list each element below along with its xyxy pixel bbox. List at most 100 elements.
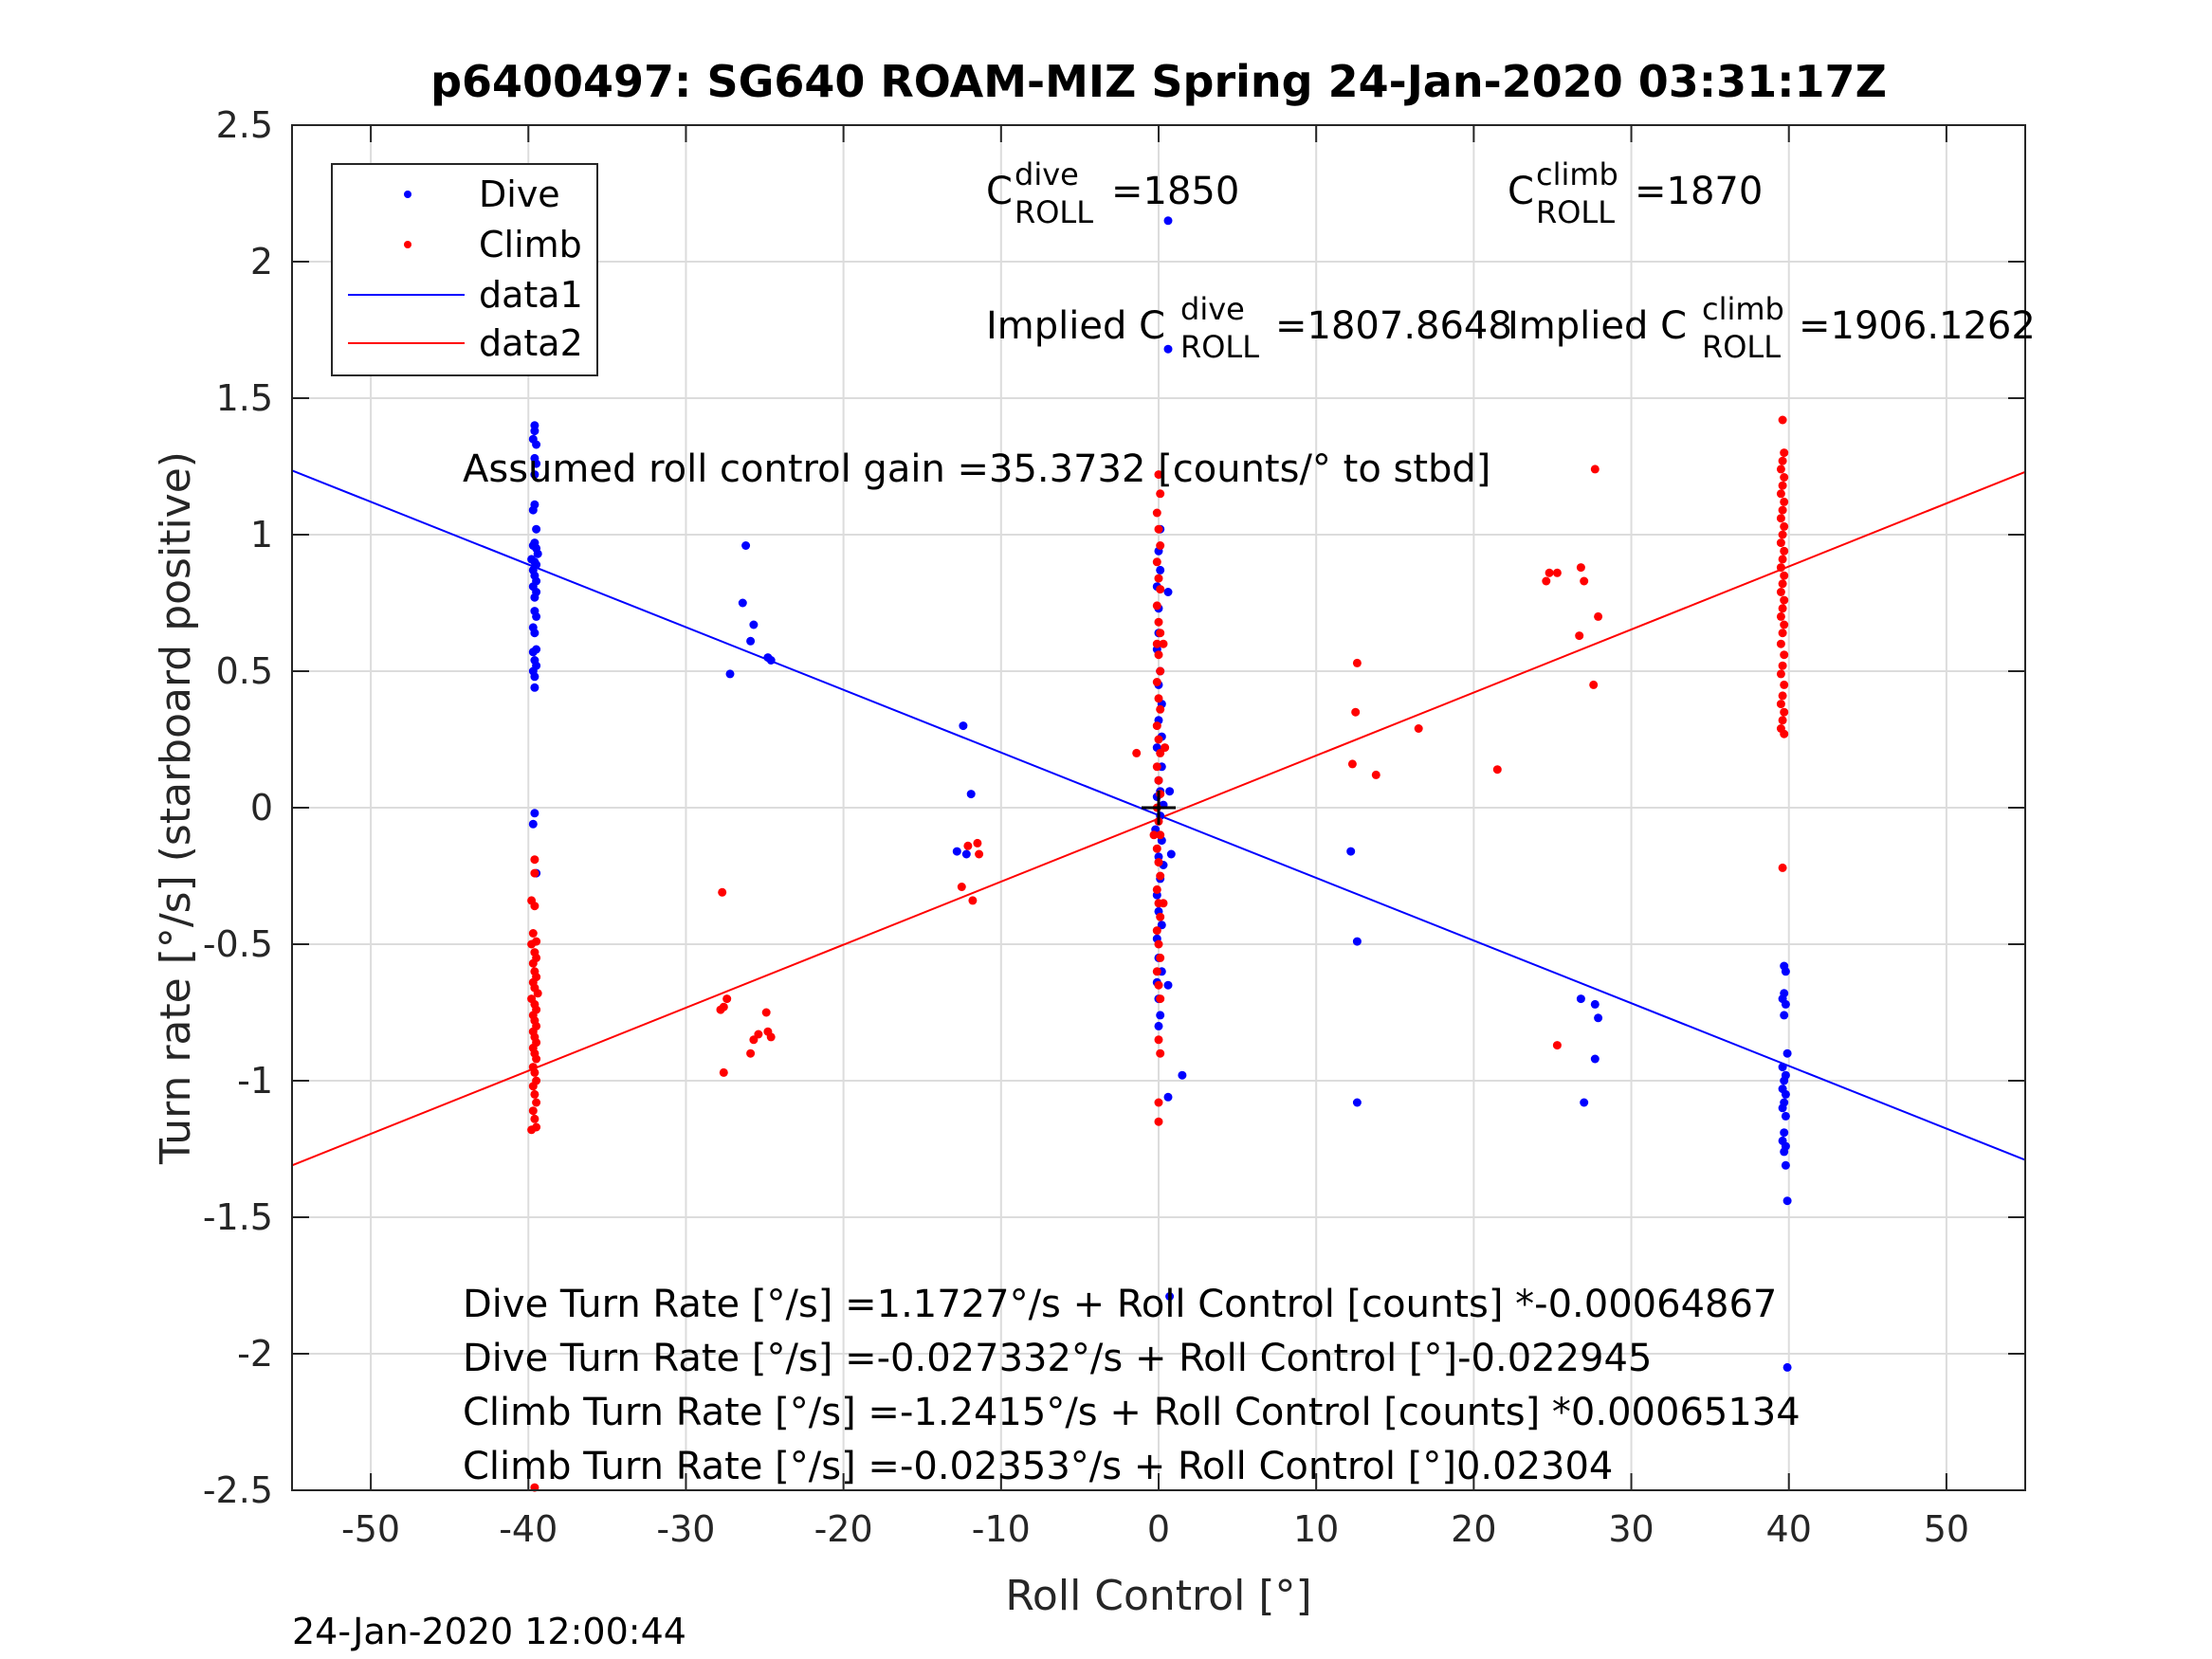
climb-point: [1776, 465, 1785, 474]
climb-point: [1776, 514, 1785, 523]
climb-point: [1780, 497, 1789, 506]
climb-point: [1152, 762, 1161, 772]
x-tick-label: 50: [1924, 1508, 1969, 1550]
climb-point: [530, 1067, 539, 1077]
climb-point: [1154, 694, 1163, 703]
climb-point: [1776, 611, 1785, 621]
climb-point: [532, 1098, 541, 1107]
dive-point: [1156, 1011, 1165, 1020]
dive-point: [528, 819, 538, 829]
climb-point: [1156, 585, 1165, 594]
climb-point: [530, 902, 539, 911]
climb-point: [1552, 568, 1562, 577]
dive-point: [1594, 1013, 1603, 1023]
dive-point: [1780, 1011, 1789, 1020]
climb-point: [1149, 830, 1159, 840]
annotation-implied-dive-sub: ROLL: [1180, 329, 1259, 365]
climb-point: [973, 838, 982, 848]
climb-point: [1780, 650, 1789, 660]
annotation-implied-dive-value: =1807.8648: [1275, 304, 1512, 348]
climb-point: [968, 896, 978, 905]
dive-point: [741, 541, 751, 550]
climb-point: [1545, 568, 1554, 577]
dive-point: [530, 809, 539, 818]
climb-point: [1154, 524, 1163, 534]
dive-point: [1590, 1054, 1600, 1064]
dive-point: [528, 505, 538, 515]
dive-point: [1781, 967, 1790, 976]
climb-point: [1780, 620, 1789, 629]
dive-point: [1163, 588, 1173, 596]
dive-point: [1163, 980, 1173, 990]
fit-equation-dive-degrees: Dive Turn Rate [°/s] =-0.027332°/s + Rol…: [463, 1337, 1652, 1380]
dive-point: [725, 669, 735, 679]
climb-point: [761, 1008, 771, 1017]
dive-point: [532, 524, 541, 534]
annotation-implied-climb-prefix: Implied C: [1508, 304, 1687, 348]
dive-point: [530, 629, 539, 638]
x-tick-label: -50: [341, 1508, 400, 1550]
figure-timestamp: 24-Jan-2020 12:00:44: [292, 1611, 686, 1652]
dive-point: [1346, 847, 1356, 856]
legend-label-data2: data2: [479, 322, 583, 364]
climb-point: [1594, 611, 1603, 621]
climb-point: [1156, 1048, 1165, 1058]
dive-point: [1352, 937, 1362, 946]
dive-point: [738, 598, 747, 608]
dive-point: [966, 790, 976, 799]
climb-point: [719, 1067, 728, 1077]
tick-labels: -50 -40 -30 -20 -10 0 10 20 30 40 50-2.5-2-1.5-1-0…: [203, 104, 1969, 1550]
annotation-c-climb: C climb ROLL =1870: [1508, 156, 1763, 230]
annotation-c-dive: C dive ROLL =1850: [986, 156, 1239, 230]
x-tick-label: 20: [1451, 1508, 1496, 1550]
annotation-c-climb-sub: ROLL: [1536, 194, 1615, 230]
climb-point: [1780, 571, 1789, 580]
climb-point: [1156, 871, 1165, 881]
climb-point: [1778, 456, 1787, 465]
climb-point: [1152, 926, 1161, 936]
climb-point: [1580, 576, 1589, 586]
dive-point: [1163, 1092, 1173, 1102]
legend-marker-climb: [404, 241, 411, 248]
y-tick-label: 2.5: [216, 104, 273, 146]
climb-point: [530, 855, 539, 865]
dive-point: [1165, 787, 1175, 796]
climb-point: [1776, 538, 1785, 548]
fit-equation-climb-counts: Climb Turn Rate [°/s] =-1.2415°/s + Roll…: [463, 1391, 1801, 1434]
climb-point: [1780, 707, 1789, 717]
climb-point: [1780, 680, 1789, 689]
climb-point: [1371, 770, 1380, 779]
dive-point: [1580, 1098, 1589, 1107]
dive-point: [749, 620, 759, 629]
y-tick-label: 0: [250, 787, 273, 829]
x-tick-label: 40: [1766, 1508, 1812, 1550]
y-tick-label: -1.5: [203, 1196, 273, 1238]
climb-point: [1152, 721, 1161, 731]
climb-point: [1778, 555, 1787, 564]
climb-point: [1156, 830, 1165, 840]
climb-point: [1156, 666, 1165, 676]
scatter-points: [527, 216, 1792, 1492]
dive-point: [1576, 994, 1585, 1004]
origin-crosshair: [1142, 791, 1176, 825]
climb-point: [530, 1114, 539, 1123]
annotation-c-climb-sup: climb: [1536, 156, 1618, 192]
climb-point: [1154, 617, 1163, 627]
climb-point: [1778, 415, 1787, 425]
x-tick-label: -20: [814, 1508, 873, 1550]
dive-point: [1780, 1076, 1789, 1085]
climb-point: [1575, 631, 1584, 641]
climb-point: [1576, 563, 1585, 573]
dive-point: [530, 592, 539, 602]
chart-title: p6400497: SG640 ROAM-MIZ Spring 24-Jan-2…: [430, 56, 1887, 107]
y-axis-label: Turn rate [°/s] (starboard positive): [152, 451, 200, 1165]
annotation-implied-dive: Implied C dive ROLL =1807.8648: [986, 291, 1512, 365]
y-tick-label: 0.5: [216, 650, 273, 692]
legend-label-data1: data1: [479, 274, 583, 316]
climb-point: [1152, 844, 1161, 853]
climb-point: [1154, 858, 1163, 867]
climb-point: [746, 1048, 756, 1058]
climb-point: [1156, 912, 1165, 921]
annotation-implied-climb-sup: climb: [1702, 291, 1784, 327]
